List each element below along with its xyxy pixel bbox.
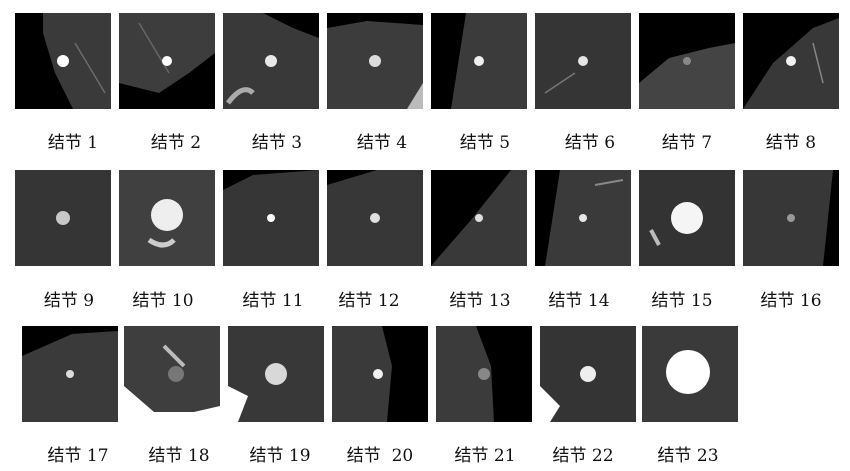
nodule-3-ct-image	[223, 13, 319, 109]
nodule-6-label: 结节 6	[564, 133, 616, 153]
nodule-19-ct-image	[228, 326, 324, 422]
nodule-3-label: 结节 3	[251, 133, 303, 153]
nodule-21-ct-image	[436, 326, 532, 422]
nodule-14-ct-image	[535, 170, 631, 266]
nodule-13-label: 结节 13	[449, 291, 511, 311]
nodule-7-ct-image	[639, 13, 735, 109]
nodule-17-ct-image	[22, 326, 118, 422]
nodule-6-ct-image	[535, 13, 631, 109]
nodule-1-label: 结节 1	[47, 133, 99, 153]
nodule-1-ct-image	[15, 13, 111, 109]
nodule-4-ct-image	[327, 13, 423, 109]
nodule-4-label: 结节 4	[356, 133, 408, 153]
nodule-8-ct-image	[743, 13, 839, 109]
nodule-23-label: 结节 23	[657, 446, 719, 466]
nodule-7-label: 结节 7	[661, 133, 713, 153]
nodule-11-ct-image	[223, 170, 319, 266]
nodule-21-label: 结节 21	[454, 446, 516, 466]
nodule-12-label: 结节 12	[338, 291, 400, 311]
nodule-12-ct-image	[327, 170, 423, 266]
nodule-11-label: 结节 11	[242, 291, 304, 311]
nodule-14-label: 结节 14	[548, 291, 610, 311]
nodule-22-ct-image	[540, 326, 636, 422]
nodule-15-label: 结节 15	[651, 291, 713, 311]
nodule-8-label: 结节 8	[765, 133, 817, 153]
nodule-5-label: 结节 5	[459, 133, 511, 153]
nodule-17-label: 结节 17	[47, 446, 109, 466]
nodule-16-ct-image	[743, 170, 839, 266]
nodule-9-ct-image	[15, 170, 111, 266]
nodule-10-ct-image	[119, 170, 215, 266]
nodule-10-label: 结节 10	[132, 291, 194, 311]
nodule-19-label: 结节 19	[249, 446, 311, 466]
nodule-2-ct-image	[119, 13, 215, 109]
nodule-20-label: 结节 20	[346, 446, 414, 466]
nodule-15-ct-image	[639, 170, 735, 266]
nodule-13-ct-image	[431, 170, 527, 266]
nodule-9-label: 结节 9	[43, 291, 95, 311]
nodule-2-label: 结节 2	[150, 133, 202, 153]
nodule-16-label: 结节 16	[760, 291, 822, 311]
nodule-23-ct-image	[642, 326, 738, 422]
nodule-22-label: 结节 22	[552, 446, 614, 466]
nodule-20-ct-image	[332, 326, 428, 422]
nodule-18-label: 结节 18	[148, 446, 210, 466]
nodule-18-ct-image	[124, 326, 220, 422]
nodule-5-ct-image	[431, 13, 527, 109]
